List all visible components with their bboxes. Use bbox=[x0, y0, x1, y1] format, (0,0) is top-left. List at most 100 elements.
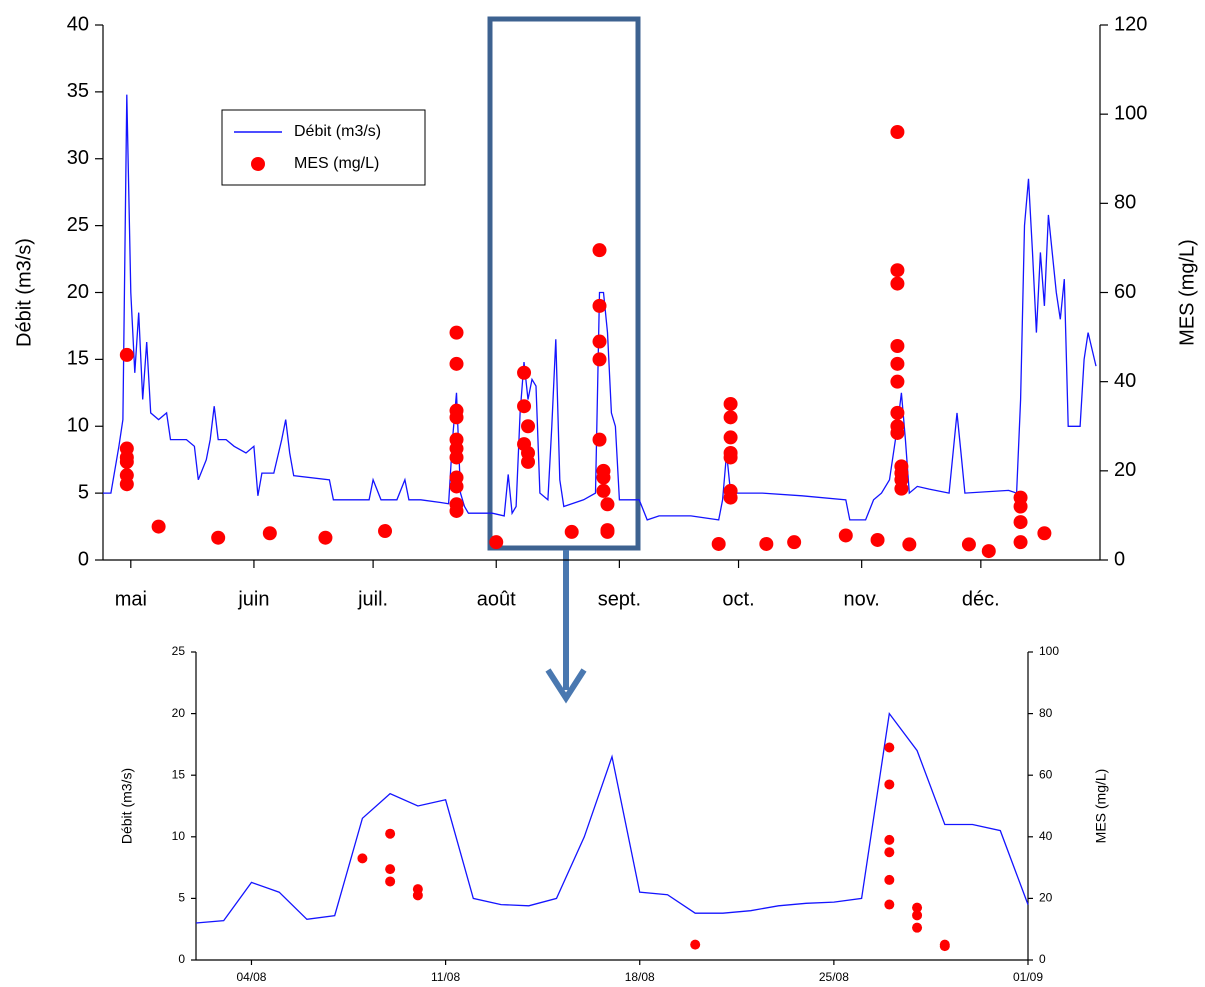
mes-point bbox=[1013, 499, 1028, 514]
x-tick-label: 18/08 bbox=[625, 970, 655, 984]
x-tick-label: 11/08 bbox=[431, 970, 460, 984]
y-tick-label: 10 bbox=[67, 415, 89, 437]
legend-marker bbox=[251, 157, 265, 171]
mes-point bbox=[592, 243, 607, 258]
y2-tick-label: 80 bbox=[1114, 192, 1136, 214]
mes-point bbox=[838, 528, 853, 543]
mes-point bbox=[564, 524, 579, 539]
mes-point bbox=[385, 828, 396, 839]
mes-point bbox=[870, 532, 885, 547]
mes-point bbox=[262, 526, 277, 541]
mes-point bbox=[884, 847, 895, 858]
mes-point bbox=[723, 430, 738, 445]
y2-tick-label: 60 bbox=[1039, 767, 1053, 781]
mes-point bbox=[211, 530, 226, 545]
y2-tick-label: 100 bbox=[1039, 644, 1059, 658]
mes-point bbox=[151, 519, 166, 534]
y-tick-label: 15 bbox=[67, 348, 89, 370]
y-axis-title: Débit (m3/s) bbox=[13, 238, 35, 347]
flow-line bbox=[103, 94, 1097, 521]
mes-point bbox=[592, 352, 607, 367]
mes-point bbox=[890, 276, 905, 291]
mes-point bbox=[1013, 535, 1028, 550]
mes-point bbox=[890, 425, 905, 440]
y-tick-label: 5 bbox=[178, 891, 185, 905]
y2-tick-label: 20 bbox=[1039, 891, 1053, 905]
mes-point bbox=[890, 339, 905, 353]
x-tick-label: déc. bbox=[962, 588, 1000, 610]
mes-point bbox=[592, 432, 607, 447]
y2-tick-label: 120 bbox=[1114, 13, 1147, 35]
mes-point bbox=[890, 356, 905, 371]
y2-tick-label: 0 bbox=[1039, 952, 1046, 966]
x-tick-label: oct. bbox=[722, 588, 754, 610]
mes-point bbox=[711, 536, 726, 551]
y2-tick-label: 40 bbox=[1114, 370, 1136, 392]
mes-point bbox=[912, 910, 923, 921]
y-axis-title: Débit (m3/s) bbox=[119, 768, 135, 844]
y2-axis-title: MES (mg/L) bbox=[1176, 239, 1198, 346]
y-tick-label: 20 bbox=[67, 281, 89, 303]
mes-point bbox=[521, 419, 536, 434]
x-tick-label: juin bbox=[237, 588, 269, 610]
x-tick-label: 04/08 bbox=[236, 970, 266, 984]
mes-point bbox=[723, 450, 738, 465]
mes-point bbox=[449, 450, 464, 465]
x-tick-label: 01/09 bbox=[1013, 970, 1043, 984]
legend-label: Débit (m3/s) bbox=[294, 123, 381, 140]
y-tick-label: 30 bbox=[67, 147, 89, 169]
mes-point bbox=[385, 876, 396, 887]
mes-point bbox=[912, 902, 923, 913]
y-tick-label: 35 bbox=[67, 80, 89, 102]
mes-point bbox=[521, 454, 536, 469]
y2-tick-label: 20 bbox=[1114, 459, 1136, 481]
mes-point bbox=[517, 365, 532, 380]
mes-point bbox=[489, 535, 504, 550]
y-tick-label: 15 bbox=[172, 767, 186, 781]
mes-point bbox=[385, 864, 396, 875]
x-tick-label: août bbox=[477, 588, 516, 610]
mes-point bbox=[961, 537, 976, 552]
mes-point bbox=[884, 899, 895, 910]
mes-point bbox=[318, 530, 333, 545]
mes-point bbox=[357, 853, 368, 864]
mes-point bbox=[596, 483, 611, 498]
mes-point bbox=[723, 410, 738, 425]
mes-point bbox=[449, 356, 464, 371]
mes-point bbox=[600, 497, 615, 512]
mes-point bbox=[592, 334, 607, 349]
mes-point bbox=[449, 503, 464, 518]
y2-tick-label: 80 bbox=[1039, 706, 1053, 720]
y2-axis-title: MES (mg/L) bbox=[1093, 769, 1109, 844]
x-tick-label: nov. bbox=[844, 588, 880, 610]
mes-point bbox=[939, 941, 950, 952]
y2-tick-label: 40 bbox=[1039, 829, 1053, 843]
y-tick-label: 25 bbox=[172, 644, 186, 658]
mes-point bbox=[723, 490, 738, 505]
x-tick-label: mai bbox=[115, 588, 147, 610]
mes-point bbox=[759, 536, 774, 551]
legend-box bbox=[221, 109, 426, 186]
zoom-box bbox=[487, 16, 641, 551]
mes-point bbox=[119, 347, 134, 362]
y-tick-label: 10 bbox=[172, 829, 186, 843]
mes-point bbox=[890, 374, 905, 389]
mes-point bbox=[723, 396, 738, 411]
x-tick-label: sept. bbox=[598, 588, 641, 610]
mes-point bbox=[890, 125, 905, 139]
mes-point bbox=[981, 544, 996, 559]
mes-point bbox=[1037, 526, 1052, 541]
mes-point bbox=[412, 890, 423, 901]
mes-point bbox=[119, 477, 134, 492]
flow-line bbox=[195, 711, 1029, 924]
y-tick-label: 0 bbox=[78, 548, 89, 570]
mes-point bbox=[517, 399, 532, 414]
y-tick-label: 20 bbox=[172, 706, 186, 720]
mes-point bbox=[592, 298, 607, 313]
mes-point bbox=[787, 535, 802, 550]
mes-point bbox=[890, 263, 905, 278]
mes-point bbox=[378, 524, 393, 539]
y-tick-label: 0 bbox=[178, 952, 185, 966]
mes-point bbox=[600, 523, 615, 538]
